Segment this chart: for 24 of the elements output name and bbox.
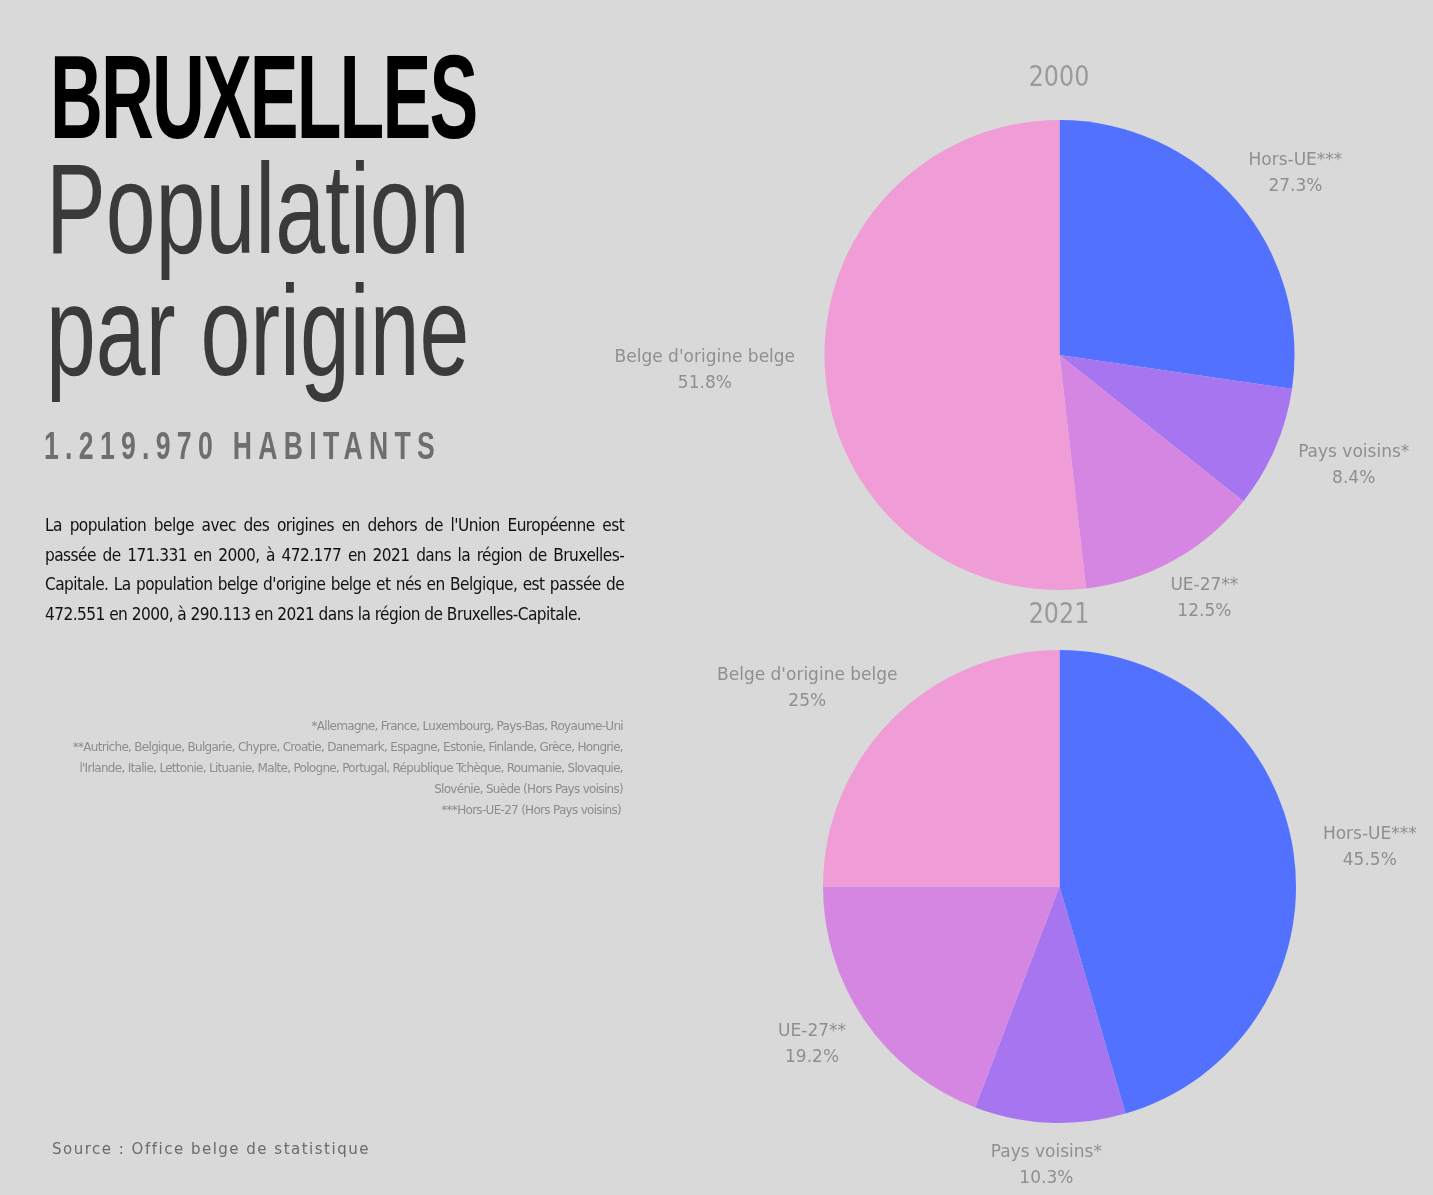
slice-label: Belge d'origine belge <box>717 664 898 685</box>
source-note: Source : Office belge de statistique <box>52 1140 370 1158</box>
data-label: 51.8% <box>677 372 732 393</box>
data-label: 19.2% <box>785 1046 840 1067</box>
data-label: 8.4% <box>1332 466 1376 487</box>
chart-title: 2021 <box>1027 597 1091 630</box>
slice-label: UE-27** <box>778 1020 847 1041</box>
slice-label: Belge d'origine belge <box>614 346 796 367</box>
data-label: 10.3% <box>1019 1167 1074 1188</box>
slice-label: UE-27** <box>1170 573 1239 594</box>
slice-label: Pays voisins* <box>1298 440 1410 461</box>
data-label: 45.5% <box>1342 848 1397 869</box>
text: La population belge avec des origines en dehors de l'Union Européenne est passée de 171.331 en 2000, à 472.177 en 2021 dans la région de Bruxelles-Capitale. La population belge d'origine belge et nés en Belgique, est passée de 472.551 en 2000, à 290.113 en 2021 dans la région de Bruxelles-Capitale. <box>45 514 625 626</box>
slice-label: Hors-UE*** <box>1248 148 1343 169</box>
data-label: 25% <box>788 690 827 711</box>
data-label: 12.5% <box>1177 599 1232 620</box>
text: **Autriche, Belgique, Bulgarie, Chypre, Croatie, Danemark, Espagne, Estonie, Finlande, Grèce, Hongrie, l'Irlande, Italie, Lettonie, Lituanie, Malte, Pologne, Portugal, République Tchèque, Roumanie, Slovaquie, Slovénie, Suède (Hors Pays voisins) <box>71 739 623 798</box>
chart-title: 2000 <box>1027 60 1091 93</box>
text: *Allemagne, France, Luxembourg, Pays-Bas, Royaume-Uni <box>310 718 623 735</box>
slice-label: Hors-UE*** <box>1322 822 1417 843</box>
text: 1.219.970 HABITANTS <box>44 425 442 468</box>
data-label: 27.3% <box>1268 174 1323 195</box>
slice-label: Pays voisins* <box>990 1141 1102 1162</box>
text: ***Hors-UE-27 (Hors Pays voisins) <box>440 802 621 819</box>
